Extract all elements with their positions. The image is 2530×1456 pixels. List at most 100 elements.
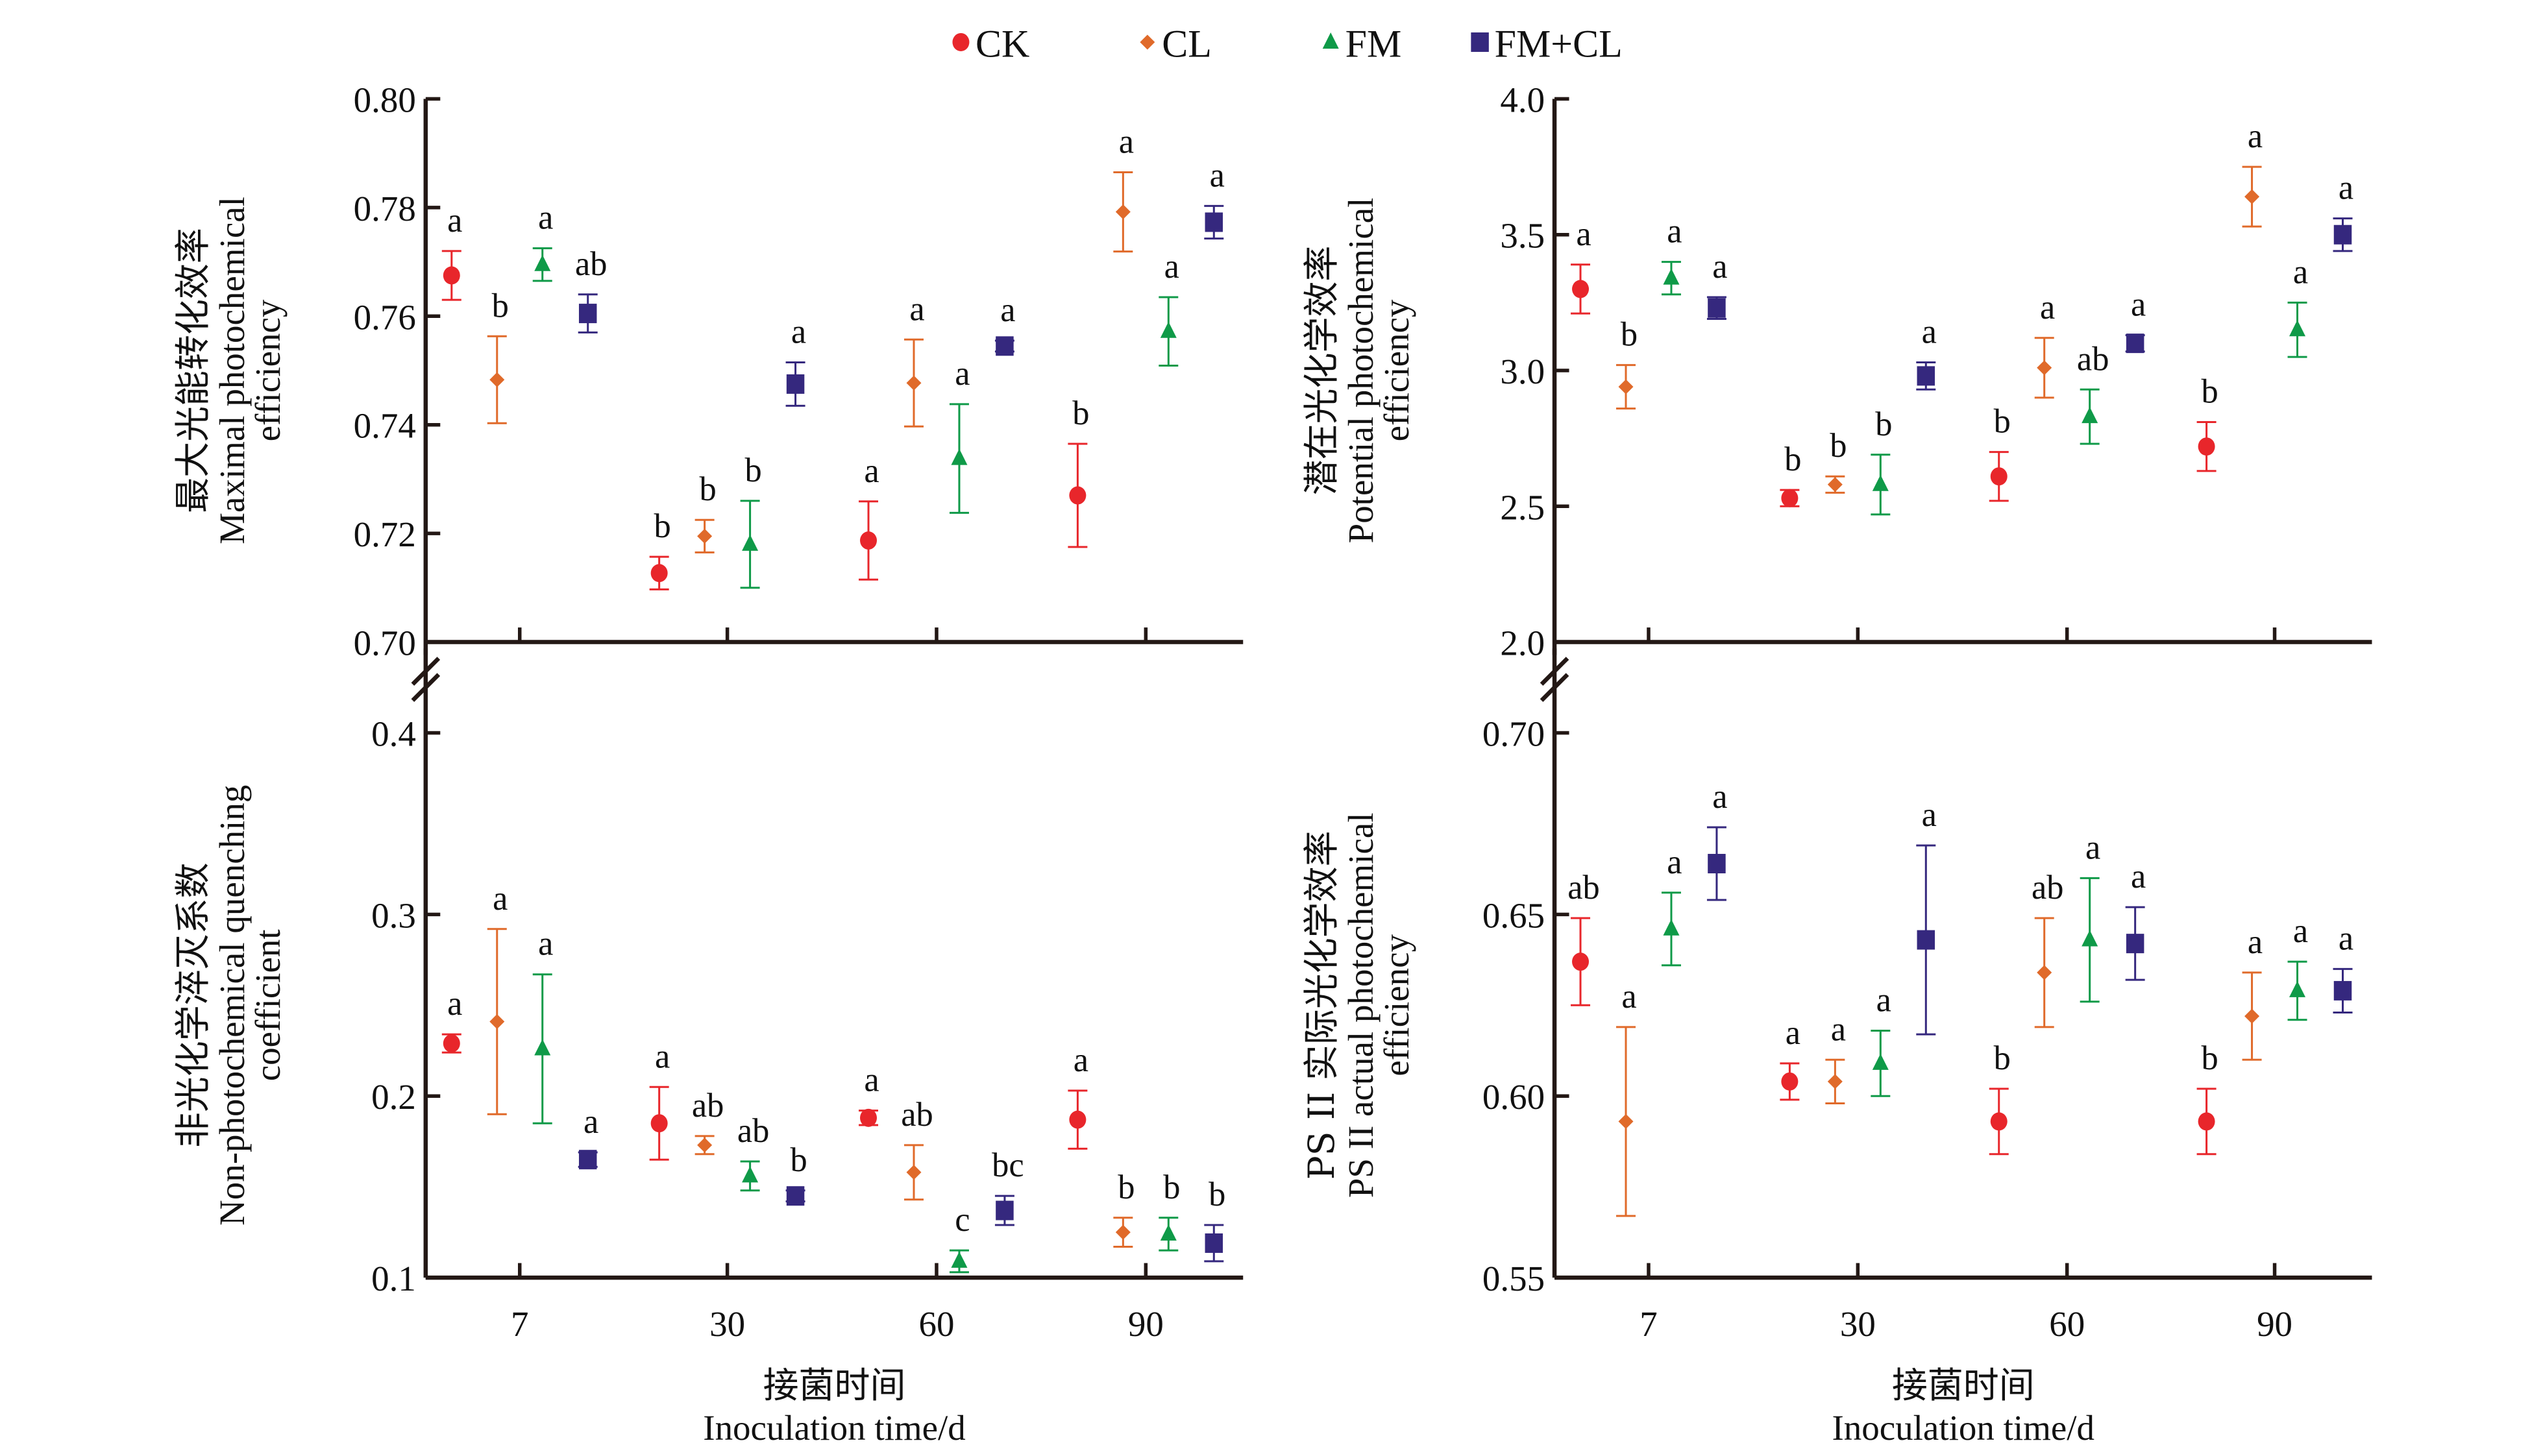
marker-circle	[1069, 486, 1087, 505]
marker-triangle	[1663, 919, 1680, 936]
x-tick-label: 30	[1840, 1304, 1876, 1344]
y-axis-title-en-line1: Potential photochemical	[1341, 198, 1381, 544]
y-tick-label: 0.65	[1482, 895, 1545, 935]
data-point: c	[949, 1201, 970, 1274]
marker-square	[2126, 334, 2144, 354]
y-tick-label: 0.70	[1482, 714, 1545, 753]
legend-label: CL	[1162, 22, 1212, 65]
y-axis-title-zh: PS II 实际光化学效率	[1301, 831, 1342, 1180]
significance-letter: b	[1994, 1039, 2011, 1077]
axis-break-stroke	[411, 657, 441, 686]
marker-square	[2333, 224, 2352, 245]
significance-letter: a	[2339, 169, 2353, 207]
marker-circle	[1990, 467, 2008, 486]
y-tick-label: 0.78	[354, 189, 416, 228]
y-tick-label: 0.72	[354, 515, 416, 554]
legend-item-ck: CK	[952, 22, 1029, 65]
marker-triangle	[1872, 474, 1889, 491]
data-point: b	[1825, 427, 1847, 494]
data-point: a	[532, 925, 553, 1124]
significance-letter: a	[2085, 829, 2100, 866]
marker-diamond	[1618, 379, 1634, 394]
marker-square	[1917, 930, 1935, 950]
significance-letter: a	[2293, 912, 2308, 950]
significance-letter: a	[1074, 1041, 1088, 1079]
marker-square	[1708, 298, 1726, 318]
marker-square	[996, 336, 1014, 356]
data-point: a	[487, 880, 508, 1115]
significance-letter: b	[492, 287, 509, 324]
legend: CK CL FM FM+CL	[952, 22, 1623, 65]
significance-letter: b	[1830, 427, 1847, 465]
data-point: b	[1780, 441, 1802, 507]
legend-label: CK	[976, 22, 1029, 65]
axis-break-stroke	[1540, 657, 1569, 686]
marker-diamond	[1827, 477, 1843, 492]
data-point: ab	[692, 1087, 724, 1156]
marker-triangle	[1160, 321, 1177, 338]
significance-letter: a	[864, 1062, 879, 1099]
data-point: a	[949, 355, 970, 514]
legend-label: FM	[1345, 22, 1402, 65]
y-axis-title-zh: 最大光能转化效率	[172, 228, 214, 513]
marker-triangle	[2289, 320, 2306, 337]
significance-letter: b	[1072, 394, 1089, 432]
x-tick-label: 7	[1640, 1304, 1657, 1344]
x-tick-label: 7	[511, 1304, 528, 1344]
data-point: a	[1661, 843, 1682, 967]
marker-triangle	[1872, 1053, 1889, 1070]
significance-letter: a	[447, 985, 462, 1023]
data-point: a	[2242, 117, 2263, 228]
marker-diamond	[697, 1137, 713, 1153]
y-axis-title-en-line1: Maximal photochemical	[212, 197, 252, 544]
significance-letter: a	[909, 290, 924, 328]
data-point: ab	[2077, 340, 2109, 445]
marker-circle	[1572, 952, 1590, 971]
data-point: b	[785, 1141, 807, 1206]
y-axis-title-zh: 非光化学淬灭系数	[172, 862, 214, 1148]
data-point: a	[859, 452, 879, 581]
marker-circle	[1069, 1110, 1087, 1129]
significance-letter: a	[655, 1037, 670, 1075]
marker-triangle	[1160, 1224, 1177, 1241]
data-point: bc	[992, 1147, 1024, 1226]
marker-diamond	[906, 375, 922, 391]
y-tick-label: 0.2	[371, 1077, 416, 1117]
marker-circle	[650, 1114, 668, 1133]
significance-letter: a	[791, 313, 806, 350]
panels: 0.70 0.72 0.74 0.76 0.78 0.80 最大光能转化效率Maximal …	[172, 80, 2372, 1448]
data-point: a	[903, 290, 925, 428]
marker-triangle	[534, 1039, 551, 1056]
marker-square	[2126, 934, 2144, 954]
data-point: b	[1159, 1169, 1180, 1252]
data-point: b	[1871, 406, 1892, 516]
axis-break-mark	[1540, 657, 1569, 702]
y-tick-label: 0.60	[1482, 1077, 1545, 1117]
data-point: a	[441, 202, 462, 301]
significance-letter: a	[538, 925, 553, 963]
y-tick-label: 0.80	[354, 80, 416, 119]
significance-letter: c	[955, 1201, 970, 1239]
y-axis-title-en-line2: efficiency	[248, 299, 288, 441]
data-point: ab	[737, 1112, 769, 1192]
marker-diamond	[1115, 204, 1131, 220]
data-point: a	[2034, 289, 2055, 399]
significance-letter: a	[1000, 291, 1015, 329]
marker-square	[1708, 854, 1726, 874]
data-point: a	[1825, 1010, 1846, 1104]
legend-marker-diamond-icon	[1140, 34, 1155, 50]
significance-letter: b	[1118, 1169, 1135, 1206]
marker-circle	[650, 564, 668, 583]
marker-diamond	[2244, 189, 2260, 204]
marker-triangle	[951, 448, 968, 465]
data-point: a	[1113, 123, 1134, 253]
significance-letter: b	[2201, 1039, 2218, 1077]
